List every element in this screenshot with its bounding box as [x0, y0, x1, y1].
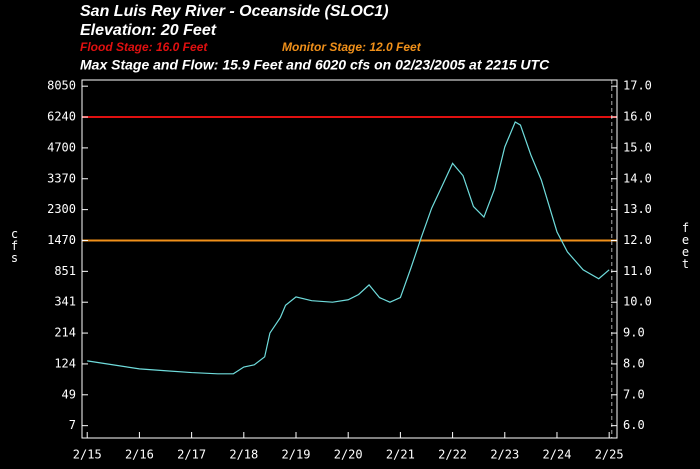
- flood-text: Flood Stage: 16.0 Feet: [80, 40, 208, 54]
- x-tick-label: 2/22: [438, 448, 467, 462]
- y2-tick-label: 10.0: [623, 295, 652, 309]
- y-tick-label: 214: [54, 326, 76, 340]
- x-tick-label: 2/24: [543, 448, 572, 462]
- y2-tick-label: 8.0: [623, 356, 645, 370]
- y-tick-label: 8050: [47, 79, 76, 93]
- y-tick-label: 1470: [47, 233, 76, 247]
- chart-subtitle: Elevation: 20 Feet: [80, 22, 217, 39]
- y2-tick-label: 7.0: [623, 387, 645, 401]
- y2-tick-label: 12.0: [623, 233, 652, 247]
- y-tick-label: 6240: [47, 110, 76, 124]
- y-tick-label: 3370: [47, 171, 76, 185]
- x-tick-label: 2/23: [490, 448, 519, 462]
- chart-title: San Luis Rey River - Oceanside (SLOC1): [80, 3, 389, 20]
- y-tick-label: 49: [62, 387, 76, 401]
- x-tick-label: 2/18: [229, 448, 258, 462]
- y-tick-label: 4700: [47, 140, 76, 154]
- monitor-text: Monitor Stage: 12.0 Feet: [282, 40, 422, 54]
- x-tick-label: 2/17: [177, 448, 206, 462]
- y-tick-label: 2300: [47, 202, 76, 216]
- y-tick-label: 851: [54, 264, 76, 278]
- y2-tick-label: 14.0: [623, 171, 652, 185]
- stage-line: [87, 121, 610, 375]
- x-tick-label: 2/25: [595, 448, 624, 462]
- x-tick-label: 2/15: [73, 448, 102, 462]
- x-tick-label: 2/20: [334, 448, 363, 462]
- x-tick-label: 2/16: [125, 448, 154, 462]
- y2-tick-label: 17.0: [623, 79, 652, 93]
- axis-label: cfs: [8, 227, 22, 263]
- y-tick-label: 341: [54, 295, 76, 309]
- max-text: Max Stage and Flow: 15.9 Feet and 6020 c…: [80, 57, 550, 73]
- y-tick-label: 7: [69, 418, 76, 432]
- y2-tick-label: 6.0: [623, 418, 645, 432]
- y2-tick-label: 15.0: [623, 140, 652, 154]
- y-tick-label: 124: [54, 356, 76, 370]
- x-tick-label: 2/21: [386, 448, 415, 462]
- y2-tick-label: 13.0: [623, 202, 652, 216]
- x-tick-label: 2/19: [282, 448, 311, 462]
- axis-label: feet: [679, 221, 693, 269]
- y2-tick-label: 11.0: [623, 264, 652, 278]
- plot-frame: [81, 79, 618, 439]
- y2-tick-label: 16.0: [623, 110, 652, 124]
- y2-tick-label: 9.0: [623, 326, 645, 340]
